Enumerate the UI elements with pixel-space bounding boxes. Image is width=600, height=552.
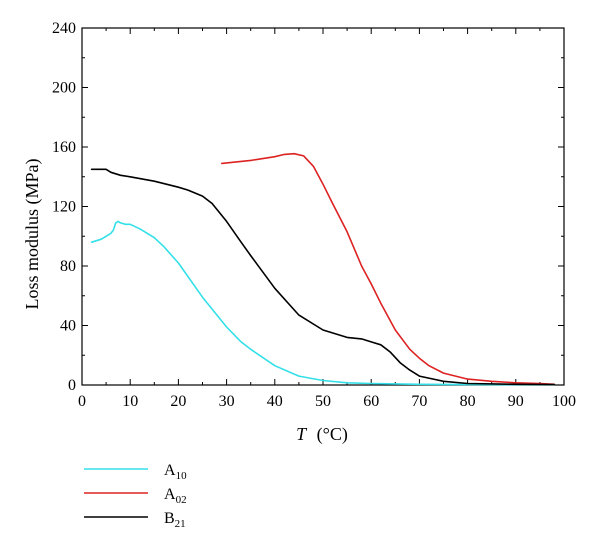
- x-tick-label: 60: [363, 393, 379, 410]
- legend-label-a02: A02: [164, 486, 187, 506]
- legend-label-main: B: [164, 510, 175, 527]
- series-line-a02: [221, 152, 556, 386]
- y-tick-label: 0: [68, 377, 76, 394]
- x-tick-label: 50: [315, 393, 331, 410]
- x-axis: 0 10 20 30 40 50 60 70 80 90 100: [78, 28, 576, 410]
- y-tick-label: 40: [60, 318, 76, 335]
- y-tick-label: 80: [60, 258, 76, 275]
- x-tick-label: 20: [170, 393, 186, 410]
- series-layer: [90, 152, 556, 386]
- legend-label-main: A: [164, 462, 176, 479]
- legend-label-a10: A10: [164, 462, 187, 482]
- x-tick-label: 100: [552, 393, 576, 410]
- plot-frame: [81, 27, 565, 386]
- plot-area: [81, 27, 565, 386]
- legend-label-b21: B21: [164, 510, 186, 530]
- x-axis-label: T (°C): [296, 424, 348, 445]
- legend-label-subscript: 10: [176, 470, 188, 482]
- legend-label-subscript: 21: [175, 518, 186, 530]
- y-tick-label: 120: [52, 199, 76, 216]
- y-tick-label: 240: [52, 20, 76, 37]
- y-axis-label: Loss modulus (MPa): [22, 158, 43, 309]
- x-tick-label: 0: [78, 393, 86, 410]
- series-line-b21: [90, 168, 556, 386]
- y-tick-label: 200: [52, 80, 76, 97]
- x-tick-label: 10: [122, 393, 138, 410]
- legend-label-subscript: 02: [176, 494, 187, 506]
- y-axis: 0 40 80 120 160 200 240: [52, 20, 564, 394]
- x-axis-label-unit: (°C): [317, 424, 348, 445]
- y-tick-label: 160: [52, 139, 76, 156]
- x-tick-label: 70: [411, 393, 427, 410]
- series-line-a10: [90, 220, 556, 386]
- x-tick-label: 30: [219, 393, 235, 410]
- x-tick-label: 40: [267, 393, 283, 410]
- x-tick-label: 80: [460, 393, 476, 410]
- legend-label-main: A: [164, 486, 176, 503]
- x-axis-label-variable: T: [296, 424, 308, 444]
- x-tick-label: 90: [508, 393, 524, 410]
